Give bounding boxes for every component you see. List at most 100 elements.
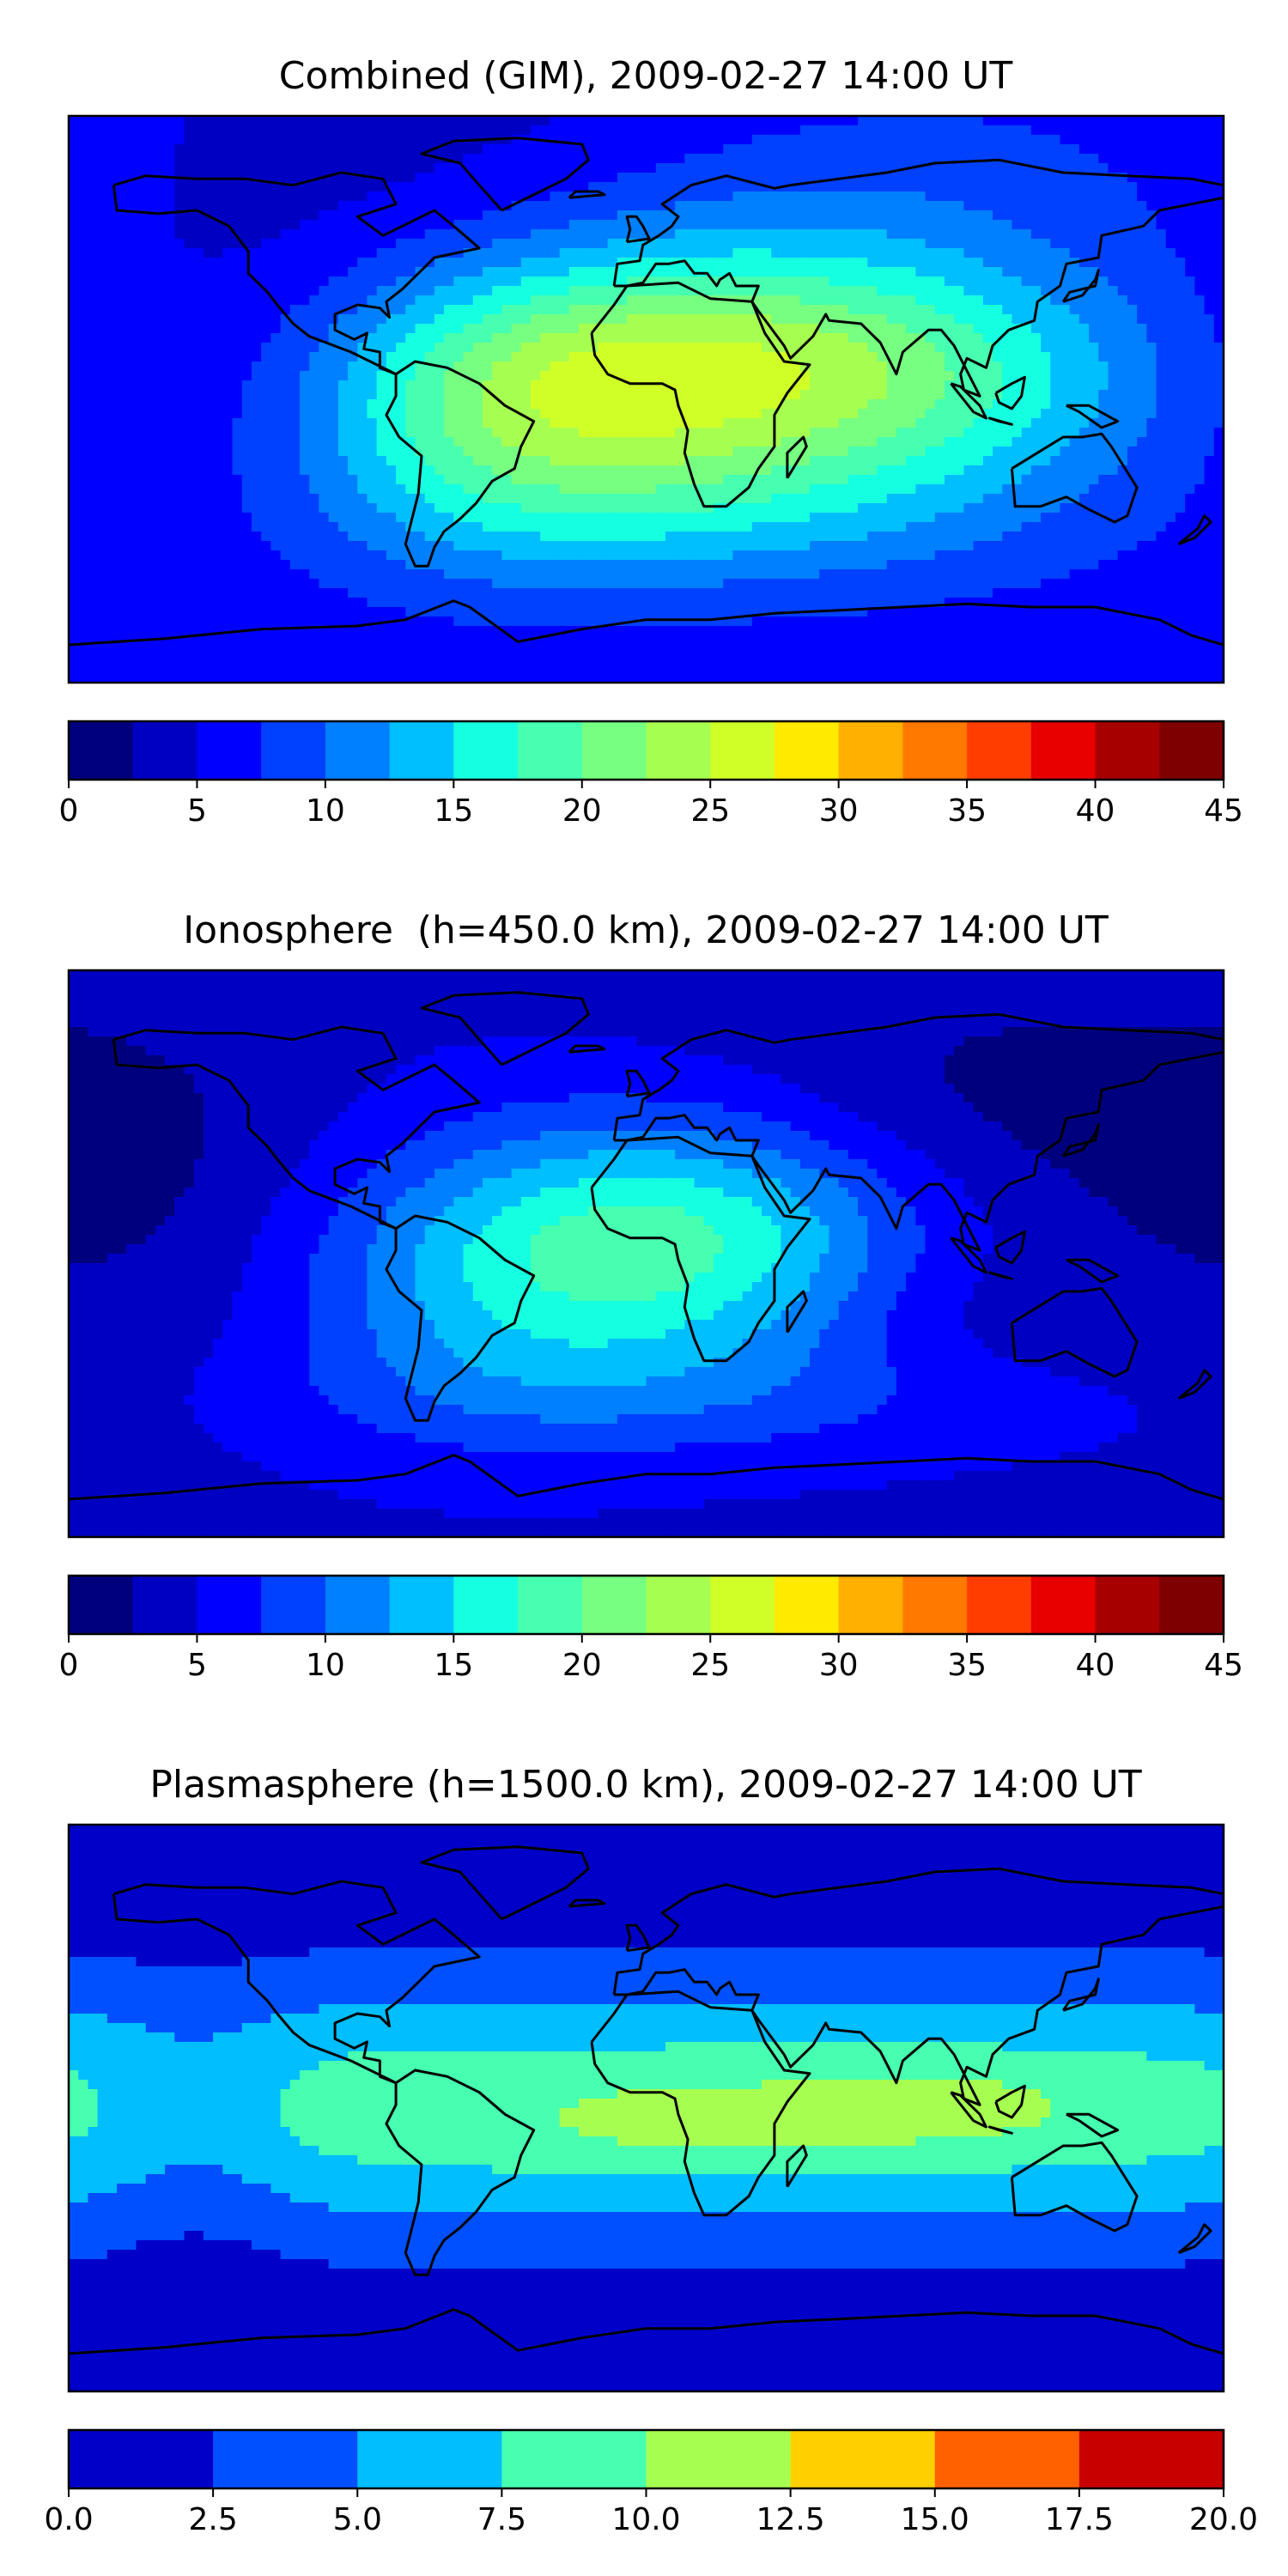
- field-cell: [598, 503, 609, 513]
- field-cell: [184, 390, 195, 400]
- field-cell: [1060, 475, 1071, 485]
- field-cell: [145, 276, 156, 287]
- field-cell: [993, 201, 1003, 211]
- field-cell: [376, 191, 387, 202]
- field-cell: [1213, 116, 1224, 126]
- field-cell: [993, 343, 1003, 353]
- field-cell: [213, 437, 223, 447]
- field-cell: [684, 475, 696, 485]
- field-cell: [675, 135, 685, 145]
- field-cell: [1204, 418, 1215, 428]
- field-cell: [434, 343, 445, 353]
- field-cell: [617, 182, 628, 192]
- field-cell: [627, 456, 637, 466]
- field-cell: [1089, 343, 1099, 353]
- field-cell: [1165, 191, 1176, 202]
- field-cell: [607, 390, 618, 400]
- field-cell: [415, 371, 426, 381]
- field-cell: [579, 135, 589, 145]
- field-cell: [886, 475, 897, 485]
- field-cell: [993, 428, 1003, 438]
- field-cell: [944, 484, 955, 495]
- field-cell: [540, 191, 551, 202]
- field-cell: [579, 352, 589, 362]
- field-cell: [117, 116, 127, 126]
- field-cell: [723, 267, 733, 277]
- field-cell: [751, 144, 762, 155]
- field-cell: [973, 465, 984, 476]
- field-cell: [819, 191, 830, 202]
- field-cell: [213, 324, 223, 334]
- field-cell: [174, 276, 185, 287]
- field-cell: [790, 456, 801, 466]
- field-cell: [973, 484, 984, 495]
- field-cell: [165, 135, 175, 145]
- field-cell: [829, 163, 840, 173]
- field-cell: [617, 201, 628, 211]
- field-cell: [463, 399, 474, 410]
- field-cell: [261, 276, 271, 287]
- field-cell: [145, 494, 156, 504]
- field-cell: [319, 276, 330, 287]
- field-cell: [117, 191, 127, 202]
- field-cell: [665, 380, 676, 391]
- field-cell: [78, 352, 89, 362]
- field-cell: [1012, 144, 1023, 155]
- field-cell: [222, 484, 234, 495]
- field-cell: [579, 229, 589, 240]
- field-cell: [848, 333, 859, 343]
- field-cell: [540, 428, 551, 438]
- field-cell: [241, 191, 252, 202]
- field-cell: [568, 248, 580, 258]
- field-cell: [810, 182, 820, 192]
- field-cell: [280, 465, 291, 476]
- field-cell: [193, 352, 204, 362]
- field-cell: [69, 437, 79, 447]
- field-cell: [367, 154, 378, 164]
- field-cell: [251, 475, 262, 485]
- field-cell: [944, 437, 955, 447]
- field-cell: [117, 380, 127, 391]
- field-cell: [405, 191, 416, 202]
- field-cell: [300, 361, 310, 372]
- field-cell: [810, 390, 820, 400]
- field-cell: [1012, 239, 1023, 249]
- field-cell: [328, 484, 339, 495]
- field-cell: [415, 380, 426, 391]
- field-cell: [1050, 135, 1061, 145]
- field-cell: [88, 390, 99, 400]
- field-cell: [126, 437, 137, 447]
- field-cell: [261, 428, 271, 438]
- field-cell: [1050, 125, 1061, 136]
- field-cell: [482, 125, 493, 136]
- field-cell: [106, 125, 118, 136]
- field-cell: [88, 503, 99, 513]
- field-cell: [713, 191, 724, 202]
- field-cell: [838, 324, 849, 334]
- field-cell: [684, 276, 696, 287]
- field-cell: [646, 210, 657, 221]
- field-cell: [1002, 475, 1013, 485]
- field-cell: [165, 182, 175, 192]
- field-cell: [886, 456, 897, 466]
- field-cell: [337, 343, 349, 353]
- field-cell: [376, 456, 387, 466]
- field-cell: [174, 437, 185, 447]
- field-cell: [915, 456, 927, 466]
- field-cell: [607, 314, 618, 325]
- field-cell: [732, 447, 744, 457]
- field-cell: [155, 229, 166, 240]
- field-cell: [829, 371, 840, 381]
- field-cell: [944, 182, 955, 192]
- field-cell: [348, 390, 358, 400]
- field-cell: [790, 305, 801, 315]
- field-cell: [655, 239, 666, 249]
- field-cell: [1098, 286, 1109, 296]
- field-cell: [617, 295, 628, 306]
- field-cell: [982, 248, 993, 258]
- field-cell: [213, 305, 223, 315]
- field-cell: [993, 220, 1003, 230]
- field-cell: [165, 503, 175, 513]
- field-cell: [867, 475, 878, 485]
- field-cell: [1194, 324, 1206, 334]
